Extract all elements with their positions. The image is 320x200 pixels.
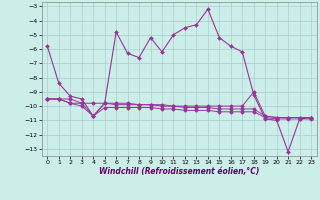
X-axis label: Windchill (Refroidissement éolien,°C): Windchill (Refroidissement éolien,°C) bbox=[99, 167, 260, 176]
